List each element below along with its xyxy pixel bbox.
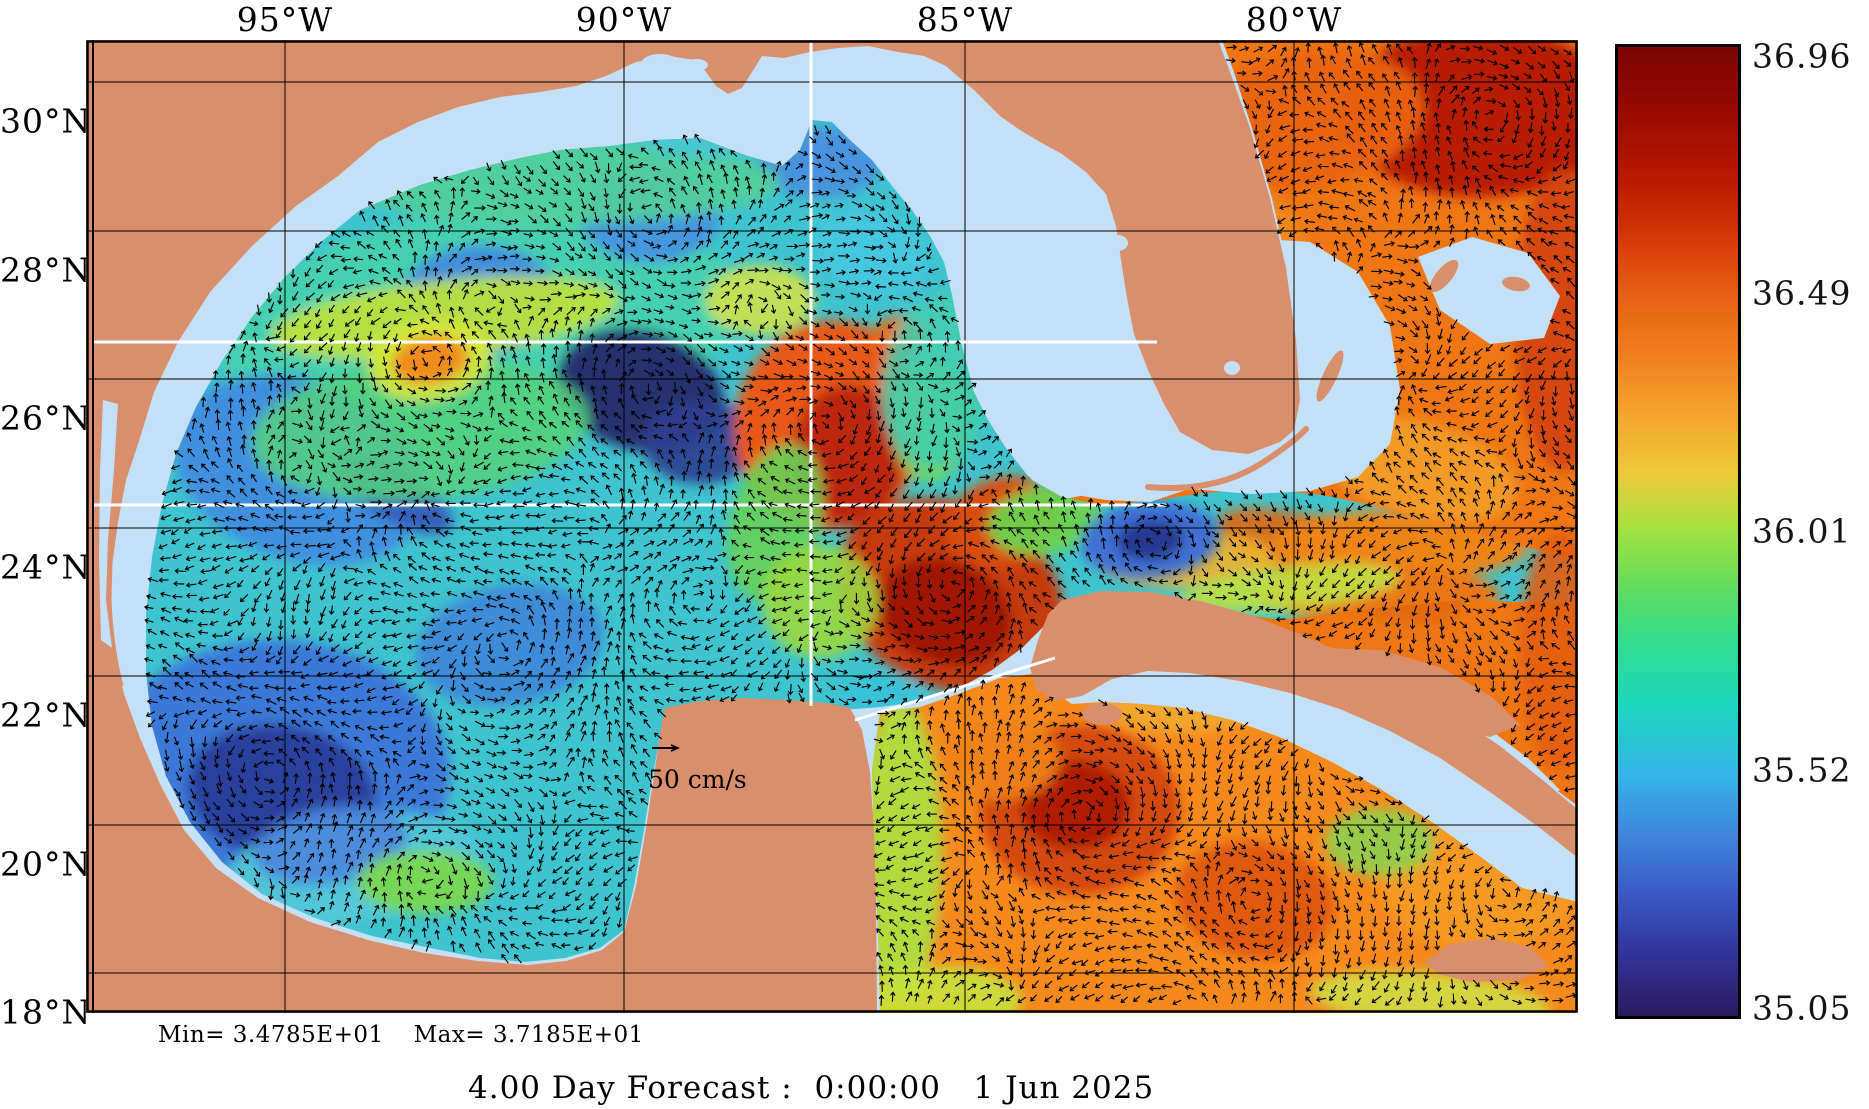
scale-label: 50 cm/s [648,765,747,794]
lon-tick-label: 90°W [575,0,673,39]
lat-tick-label: 18°N [0,992,92,1032]
forecast-title: 4.00 Day Forecast : 0:00:00 1 Jun 2025 [468,1070,1155,1106]
land-bahama-island [1316,350,1344,402]
land-bahama-island [1253,297,1275,347]
colorbar-tick-label: 35.05 [1752,988,1852,1028]
lon-tick-label: 85°W [916,0,1014,39]
lon-tick-label: 95°W [236,0,334,39]
land-small-island [1082,703,1122,725]
lon-tick-label: 80°W [1245,0,1343,39]
land-bahama-island [1429,259,1459,293]
map-border [86,40,1578,1013]
graticule [86,40,1578,1013]
land-barrier-island [108,401,124,687]
lat-tick-label: 30°N [0,101,92,141]
lat-tick-label: 22°N [0,695,92,735]
land-cuba [1030,591,1578,858]
lat-tick-label: 28°N [0,250,92,290]
vector-scale-annotation: 50 cm/s [648,744,747,794]
max-value-label: Max= 3.7185E+01 [413,1022,644,1048]
colorbar-tick-label: 35.52 [1752,750,1852,790]
transect-lines [94,42,1168,722]
colorbar-tick-label: 36.01 [1752,511,1852,551]
colorbar-tick-label: 36.96 [1752,36,1852,76]
land-bahama-island [1189,256,1207,300]
lat-tick-label: 20°N [0,844,92,884]
map-plot: 50 cm/s [86,40,1578,1013]
land-bahama-island [1502,276,1530,292]
lat-tick-label: 24°N [0,547,92,587]
min-value-label: Min= 3.4785E+01 [158,1022,384,1048]
current-vector-arrows [143,42,1578,1008]
land-bahama-bank [1322,648,1520,737]
lat-tick-label: 26°N [0,398,92,438]
transect-line-diagonal [854,656,1056,722]
land-north-america [86,40,1300,1013]
colorbar-tick-label: 36.49 [1752,273,1852,313]
scale-arrow-head [670,744,680,752]
land-jamaica [1424,938,1548,982]
colorbar [1615,44,1741,1019]
field-minmax-readout: Min= 3.4785E+01 Max= 3.7185E+01 [158,1022,644,1048]
coastal-lagoons [99,54,1240,648]
